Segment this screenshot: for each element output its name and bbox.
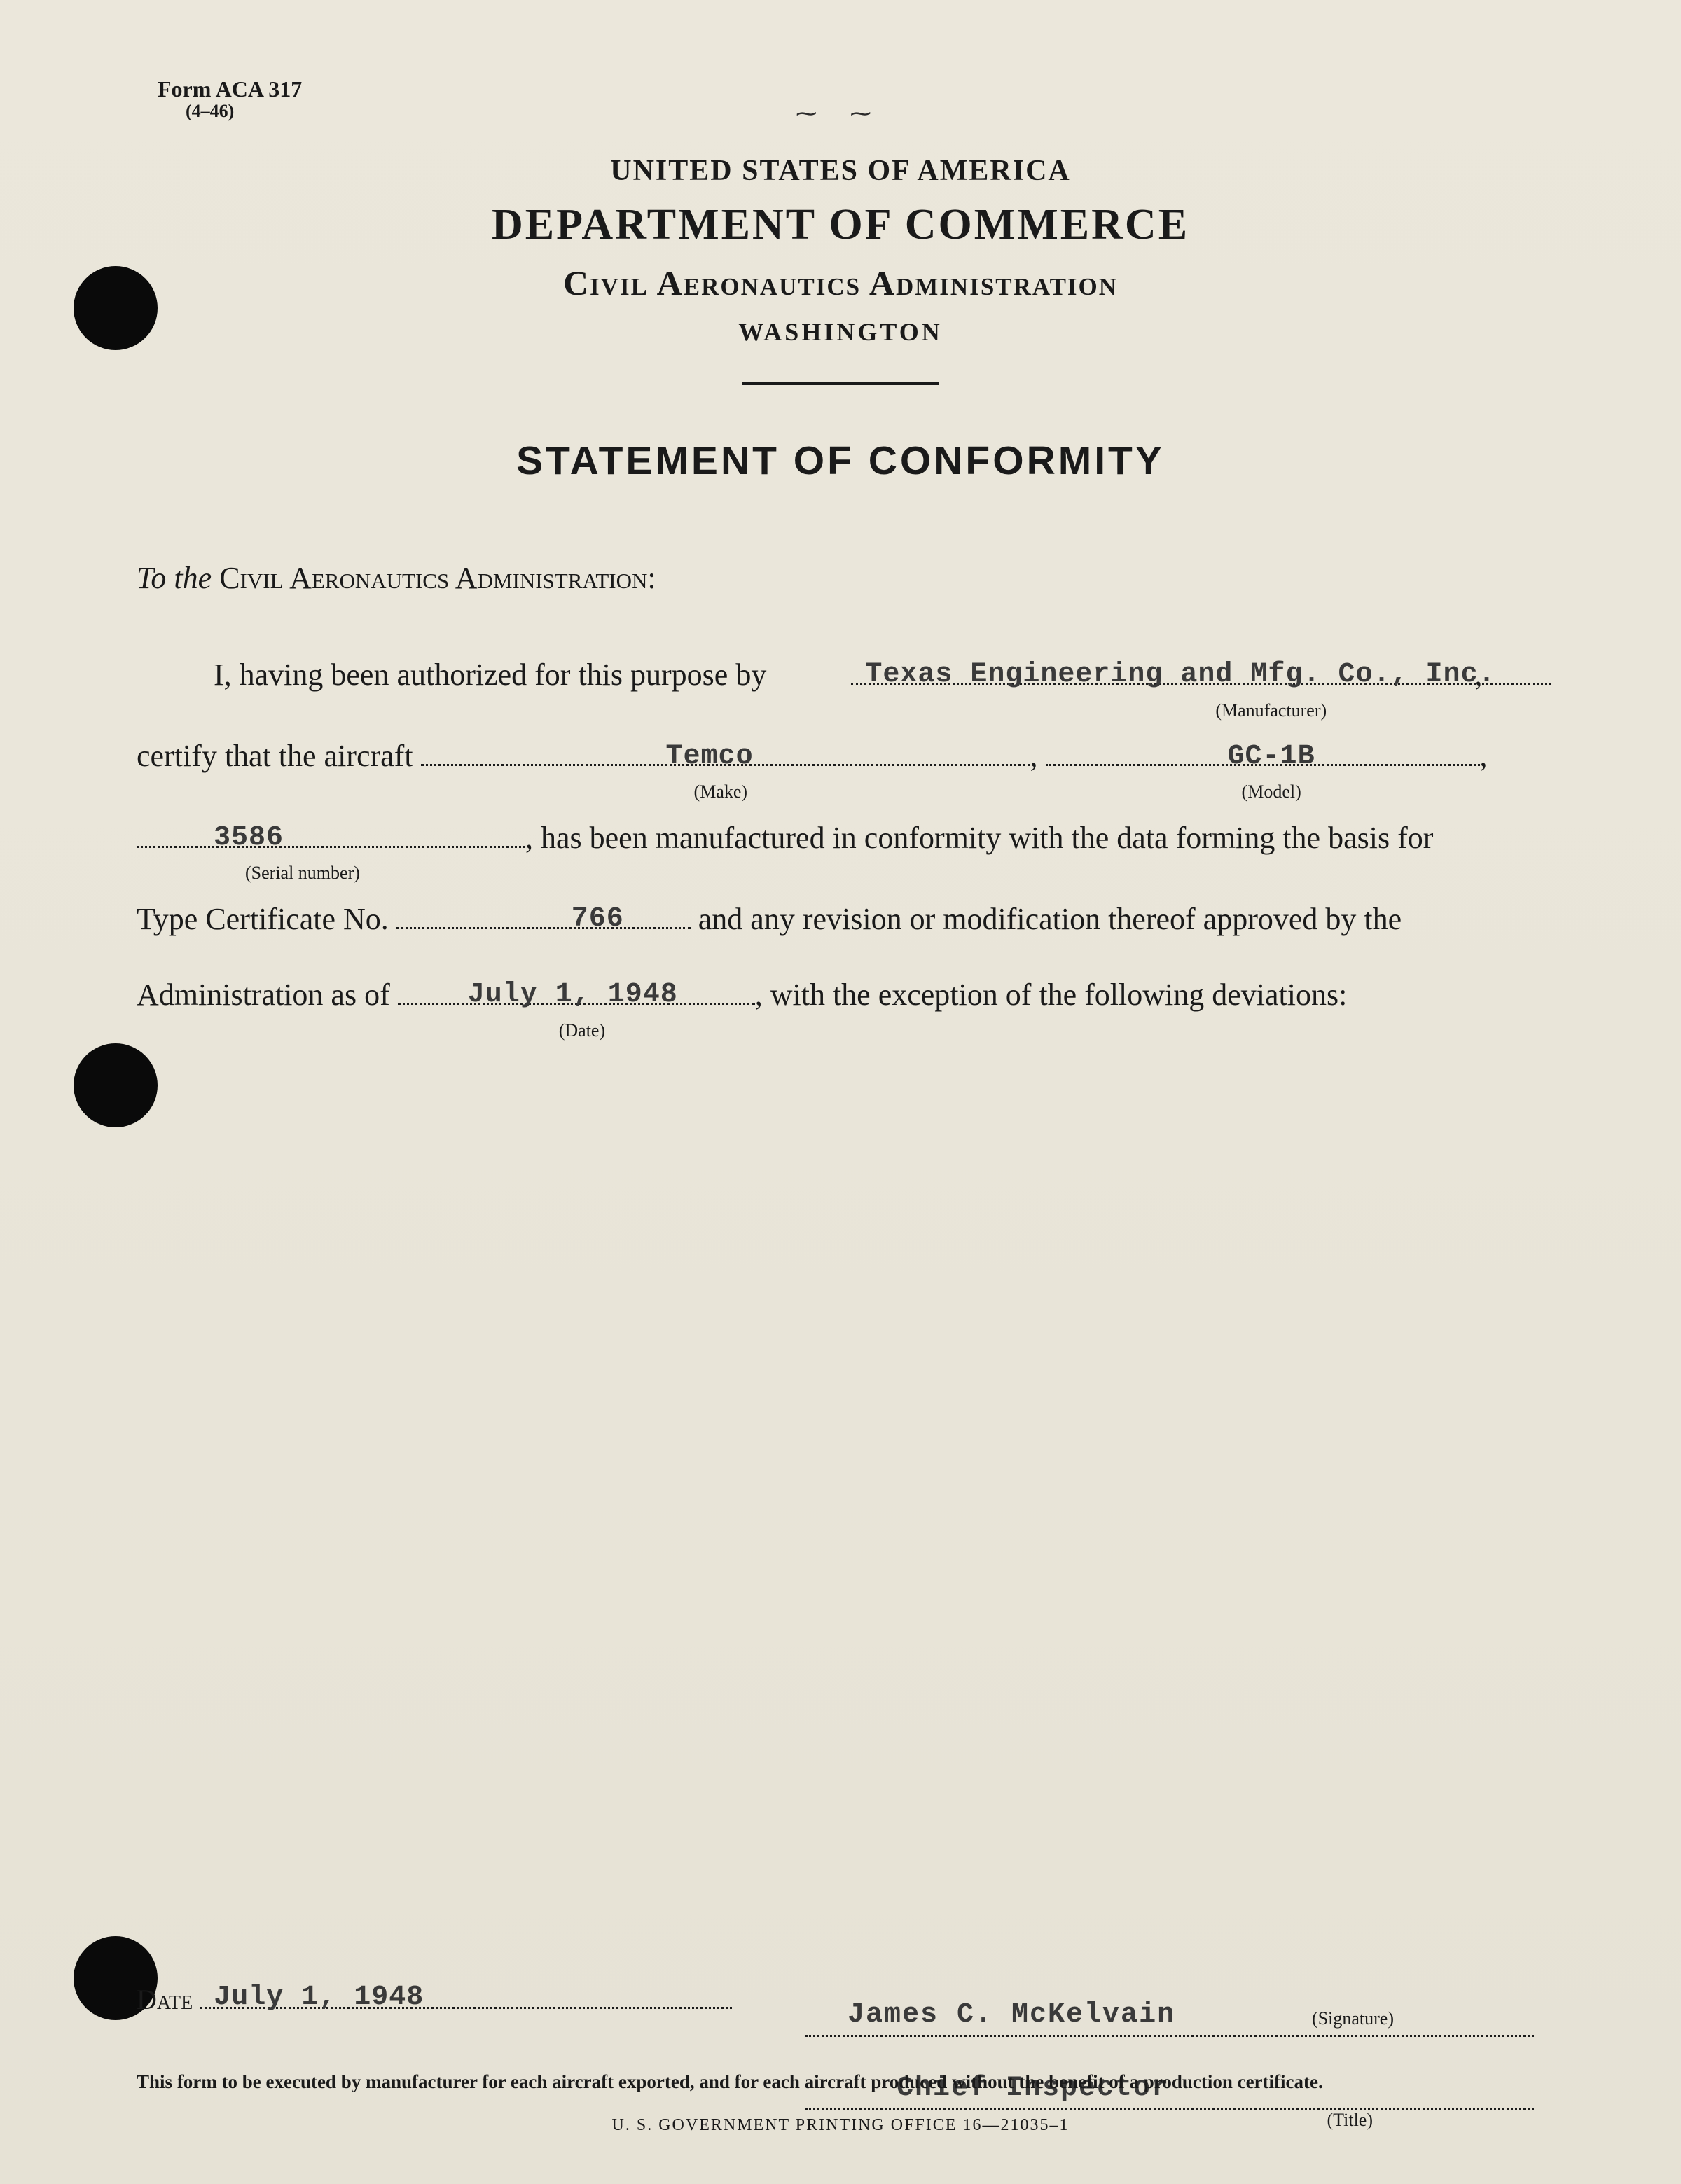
- cert-date-label: (Date): [559, 1012, 605, 1049]
- print-mark: ⁓ ⁓: [796, 102, 885, 126]
- signer-name: James C. McKelvain: [848, 1999, 1175, 2031]
- para-make-model: certify that the aircraft Temco (Make) ,…: [137, 725, 1544, 788]
- footer-note: This form to be executed by manufacturer…: [137, 2071, 1555, 2093]
- p3-tail: , has been manufactured in conformity wi…: [525, 821, 1433, 855]
- document-page: Form ACA 317 (4–46) ⁓ ⁓ UNITED STATES OF…: [0, 0, 1681, 2184]
- signature-label: (Signature): [1312, 2008, 1394, 2029]
- para-manufacturer: I, having been authorized for this purpo…: [137, 644, 1544, 707]
- date-label: Date: [137, 1984, 200, 2015]
- signature-date-value: July 1, 1948: [214, 1982, 424, 2013]
- para-cert-date: Administration as of July 1, 1948 (Date)…: [137, 964, 1544, 1027]
- para-serial: 3586 (Serial number) , has been manufact…: [137, 807, 1544, 870]
- punch-hole-icon: [74, 1043, 158, 1127]
- form-number: Form ACA 317 (4–46): [158, 77, 302, 122]
- p1-prefix: I, having been authorized for this purpo…: [214, 658, 774, 692]
- p5-tail: , with the exception of the following de…: [755, 978, 1348, 1012]
- header-department: DEPARTMENT OF COMMERCE: [126, 200, 1555, 250]
- signature-block: Date July 1, 1948 James C. McKelvain (Si…: [137, 1981, 1555, 2016]
- p4-prefix: Type Certificate No.: [137, 902, 396, 936]
- manufacturer-label: (Manufacturer): [1138, 692, 1327, 729]
- cert-no-value: 766: [572, 891, 624, 948]
- p4-tail: and any revision or modification thereof…: [691, 902, 1402, 936]
- document-body: To the Civil Aeronautics Administration:…: [137, 547, 1544, 1027]
- p5-prefix: Administration as of: [137, 978, 398, 1012]
- header-city: WASHINGTON: [126, 317, 1555, 347]
- punch-hole-icon: [74, 266, 158, 350]
- p2-prefix: certify that the aircraft: [137, 739, 421, 773]
- header-divider: [742, 382, 939, 385]
- signature-area: James C. McKelvain (Signature) Chief Ins…: [805, 2002, 1534, 2110]
- gpo-line: U. S. GOVERNMENT PRINTING OFFICE 16—2103…: [0, 2116, 1681, 2135]
- salutation-line: To the Civil Aeronautics Administration:: [137, 547, 1544, 610]
- form-number-line1: Form ACA 317: [158, 77, 302, 102]
- letterhead: UNITED STATES OF AMERICA DEPARTMENT OF C…: [126, 154, 1555, 385]
- form-number-line2: (4–46): [186, 102, 302, 122]
- salutation-body: Civil Aeronautics Administration:: [212, 561, 656, 595]
- make-label: (Make): [694, 773, 748, 810]
- signature-line: James C. McKelvain (Signature): [805, 2002, 1534, 2037]
- para-cert-no: Type Certificate No. 766 and any revisio…: [137, 888, 1544, 951]
- serial-label: (Serial number): [245, 854, 360, 891]
- header-agency: Civil Aeronautics Administration: [126, 263, 1555, 303]
- header-country: UNITED STATES OF AMERICA: [126, 154, 1555, 188]
- salutation-prefix: To the: [137, 561, 212, 595]
- document-title: STATEMENT OF CONFORMITY: [126, 438, 1555, 484]
- model-label: (Model): [1242, 773, 1301, 810]
